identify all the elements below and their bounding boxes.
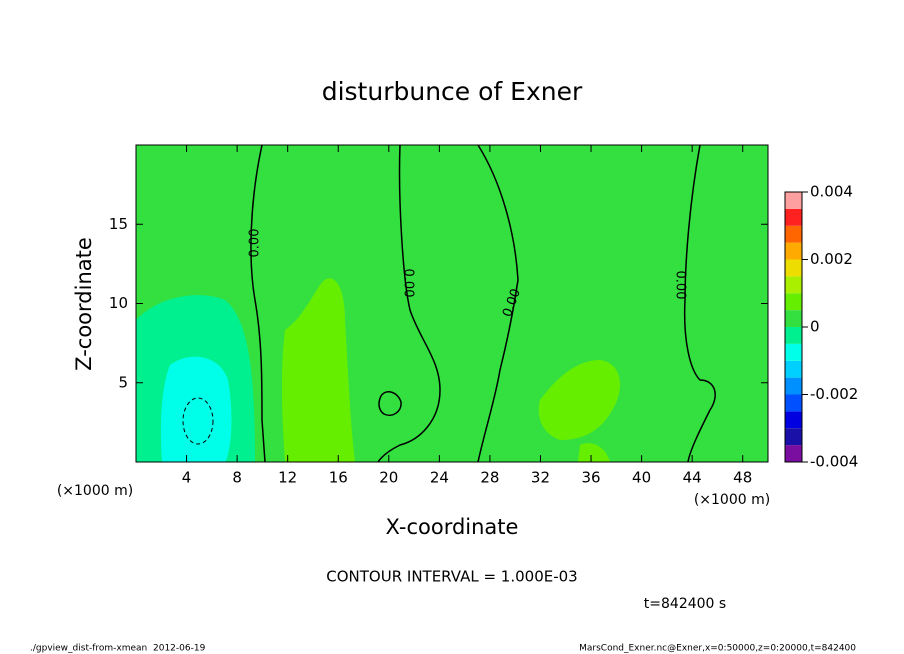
positive-region — [578, 443, 610, 462]
contour-label: 0.00 — [401, 269, 416, 298]
colorbar-band — [785, 411, 802, 429]
y-tick-label: 10 — [109, 294, 128, 312]
negative-region — [160, 356, 232, 462]
colorbar-band — [785, 310, 802, 327]
colorbar-band — [785, 327, 802, 344]
x-tick-label: 36 — [581, 469, 600, 487]
contour-label: 0.00 — [673, 271, 688, 300]
colorbar-tick-label: 0.002 — [810, 250, 853, 268]
colorbar-band — [785, 225, 802, 243]
contour-line — [477, 144, 519, 463]
x-tick-label: 4 — [182, 469, 192, 487]
colorbar-tick-label: -0.004 — [810, 453, 858, 471]
contour-line — [250, 144, 266, 463]
y-tick-label: 5 — [118, 373, 128, 391]
x-tick-label: 44 — [683, 469, 702, 487]
contour-line — [378, 391, 402, 416]
y-axis-unit: (×1000 m) — [57, 483, 133, 499]
colorbar-band — [785, 428, 802, 446]
chart-title: disturbunce of Exner — [322, 77, 583, 106]
x-tick-label: 40 — [632, 469, 651, 487]
x-axis-label: X-coordinate — [386, 515, 519, 539]
colorbar-tick-label: 0 — [810, 318, 820, 336]
x-tick-label: 24 — [430, 469, 449, 487]
colorbar-band — [785, 242, 802, 260]
x-tick-label: 28 — [480, 469, 499, 487]
colorbar-band — [785, 276, 802, 294]
colorbar-band — [785, 394, 802, 412]
colorbar-tick-label: -0.002 — [810, 385, 858, 403]
colorbar-band — [785, 343, 802, 361]
colorbar-band — [785, 259, 802, 277]
x-tick-label: 48 — [733, 469, 752, 487]
colorbar-band — [785, 445, 802, 462]
colorbar-band — [785, 377, 802, 395]
colorbar-band — [785, 360, 802, 378]
colorbar-band — [785, 208, 802, 226]
x-tick-label: 8 — [232, 469, 242, 487]
footer-right: MarsCond_Exner.nc@Exner,x=0:50000,z=0:20… — [579, 644, 856, 654]
colorbar-band — [785, 192, 802, 209]
x-tick-label: 12 — [278, 469, 297, 487]
x-tick-label: 20 — [379, 469, 398, 487]
contour-line — [377, 144, 441, 463]
contour-line — [683, 144, 716, 463]
positive-region — [281, 278, 355, 462]
x-tick-label: 16 — [329, 469, 348, 487]
footer-left: ./gpview_dist-from-xmean 2012-06-19 — [30, 644, 206, 654]
y-tick-label: 15 — [109, 215, 128, 233]
contour-label: 0.00 — [248, 229, 263, 258]
x-axis-unit: (×1000 m) — [694, 492, 770, 508]
time-label: t=842400 s — [644, 596, 726, 612]
positive-region — [538, 360, 620, 440]
y-axis-label: Z-coordinate — [72, 237, 96, 371]
contour-line-negative — [182, 397, 214, 445]
contour-field: 0.00 0.00 0.00 0.00 — [136, 144, 768, 463]
colorbar-band — [785, 293, 802, 311]
contour-interval: CONTOUR INTERVAL = 1.000E-03 — [326, 568, 577, 586]
colorbar-tick-label: 0.004 — [810, 183, 853, 201]
x-tick-label: 32 — [531, 469, 550, 487]
